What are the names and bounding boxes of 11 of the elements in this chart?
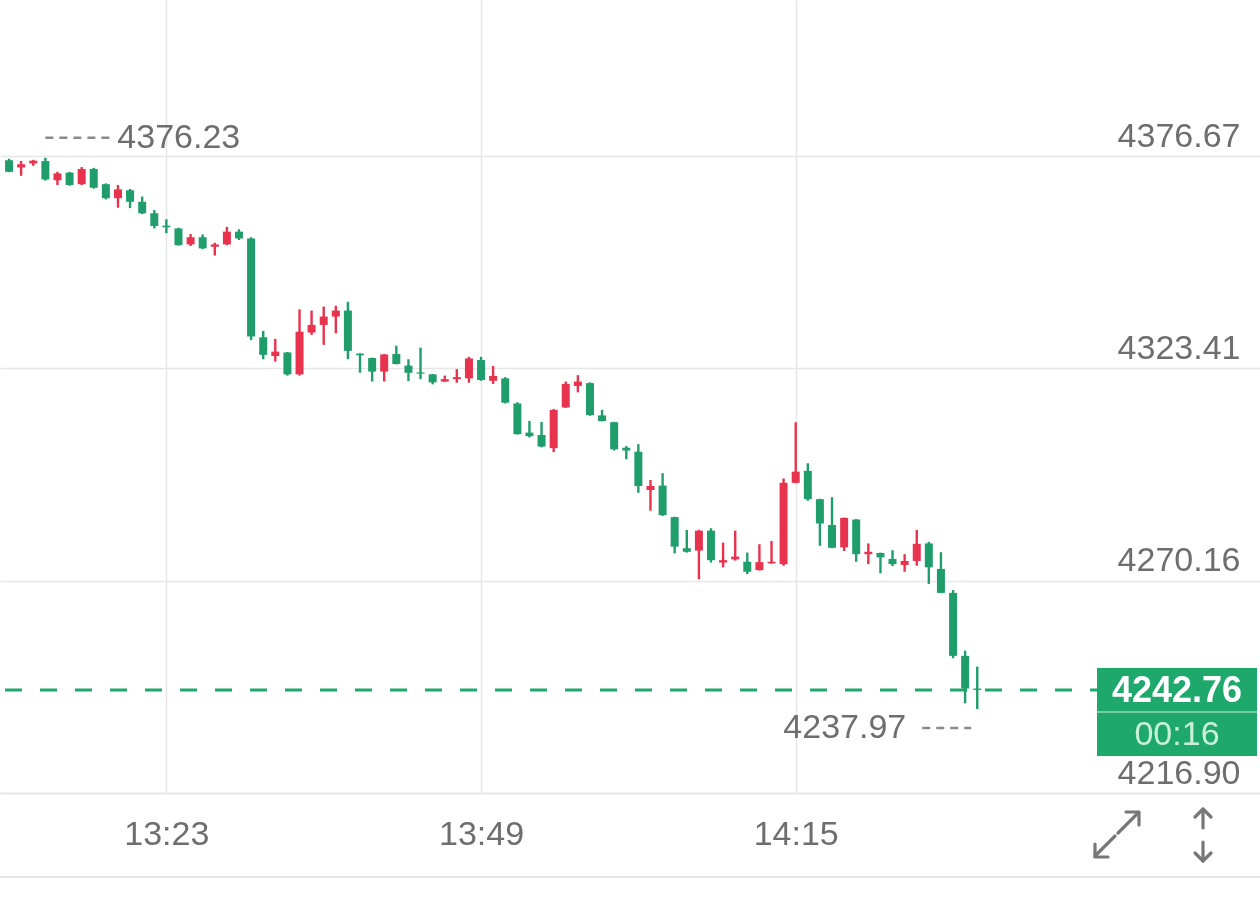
y-tick-label: 4216.90 <box>1117 752 1241 791</box>
ref-line-label: 4242.76 <box>1111 668 1243 710</box>
y-tick-label: 4270.16 <box>1117 540 1241 579</box>
y-tick-label: 4376.67 <box>1117 115 1241 154</box>
y-tick-label: 4323.41 <box>1117 327 1241 366</box>
x-tick-label: 13:23 <box>124 813 210 852</box>
annotation: 4376.23 <box>117 116 241 155</box>
x-tick-label: 13:49 <box>439 813 525 852</box>
annotation: 00:16 <box>1134 713 1220 752</box>
x-tick-label: 14:15 <box>753 813 839 852</box>
annotation: 4237.97 <box>783 707 907 745</box>
